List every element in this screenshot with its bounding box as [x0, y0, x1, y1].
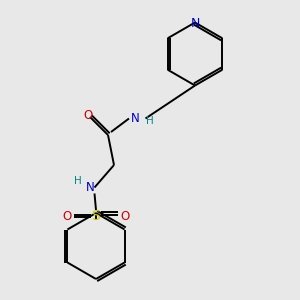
Text: H: H — [74, 176, 82, 186]
Text: O: O — [121, 209, 130, 223]
Text: O: O — [62, 209, 71, 223]
Text: N: N — [130, 112, 140, 125]
Text: N: N — [190, 17, 200, 30]
Text: O: O — [84, 109, 93, 122]
Text: H: H — [146, 116, 154, 126]
Text: S: S — [92, 209, 100, 223]
Text: N: N — [85, 181, 94, 194]
